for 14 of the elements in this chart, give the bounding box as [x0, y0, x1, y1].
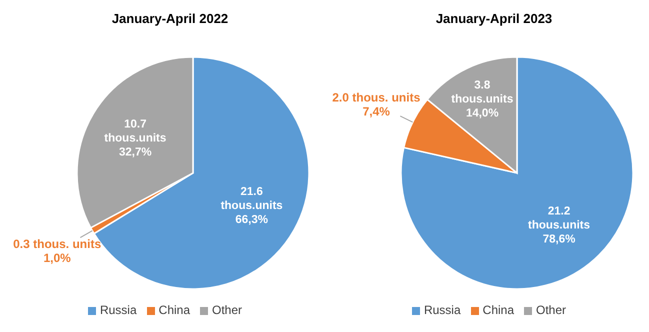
- data-label: 10.7 thous.units 32,7%: [104, 118, 166, 158]
- chart-title: January-April 2023: [434, 10, 554, 28]
- data-label: 3.8 thous.units 14,0%: [451, 80, 514, 120]
- legend-label: China: [158, 303, 190, 317]
- legend-label: China: [482, 303, 514, 317]
- legend-label: Other: [212, 303, 242, 317]
- data-label: 21.2 thous.units 78,6%: [528, 206, 590, 246]
- data-label: 0.3 thous. units 1,0%: [13, 236, 102, 265]
- legend-label: Russia: [424, 303, 461, 317]
- data-label: 21.6 thous.units 66,3%: [220, 186, 283, 226]
- legend-label: Russia: [100, 303, 137, 317]
- legend-label: Other: [536, 303, 566, 317]
- chart-title: January-April 2022: [110, 10, 230, 28]
- data-label: 2.0 thous. units 7,4%: [332, 90, 421, 118]
